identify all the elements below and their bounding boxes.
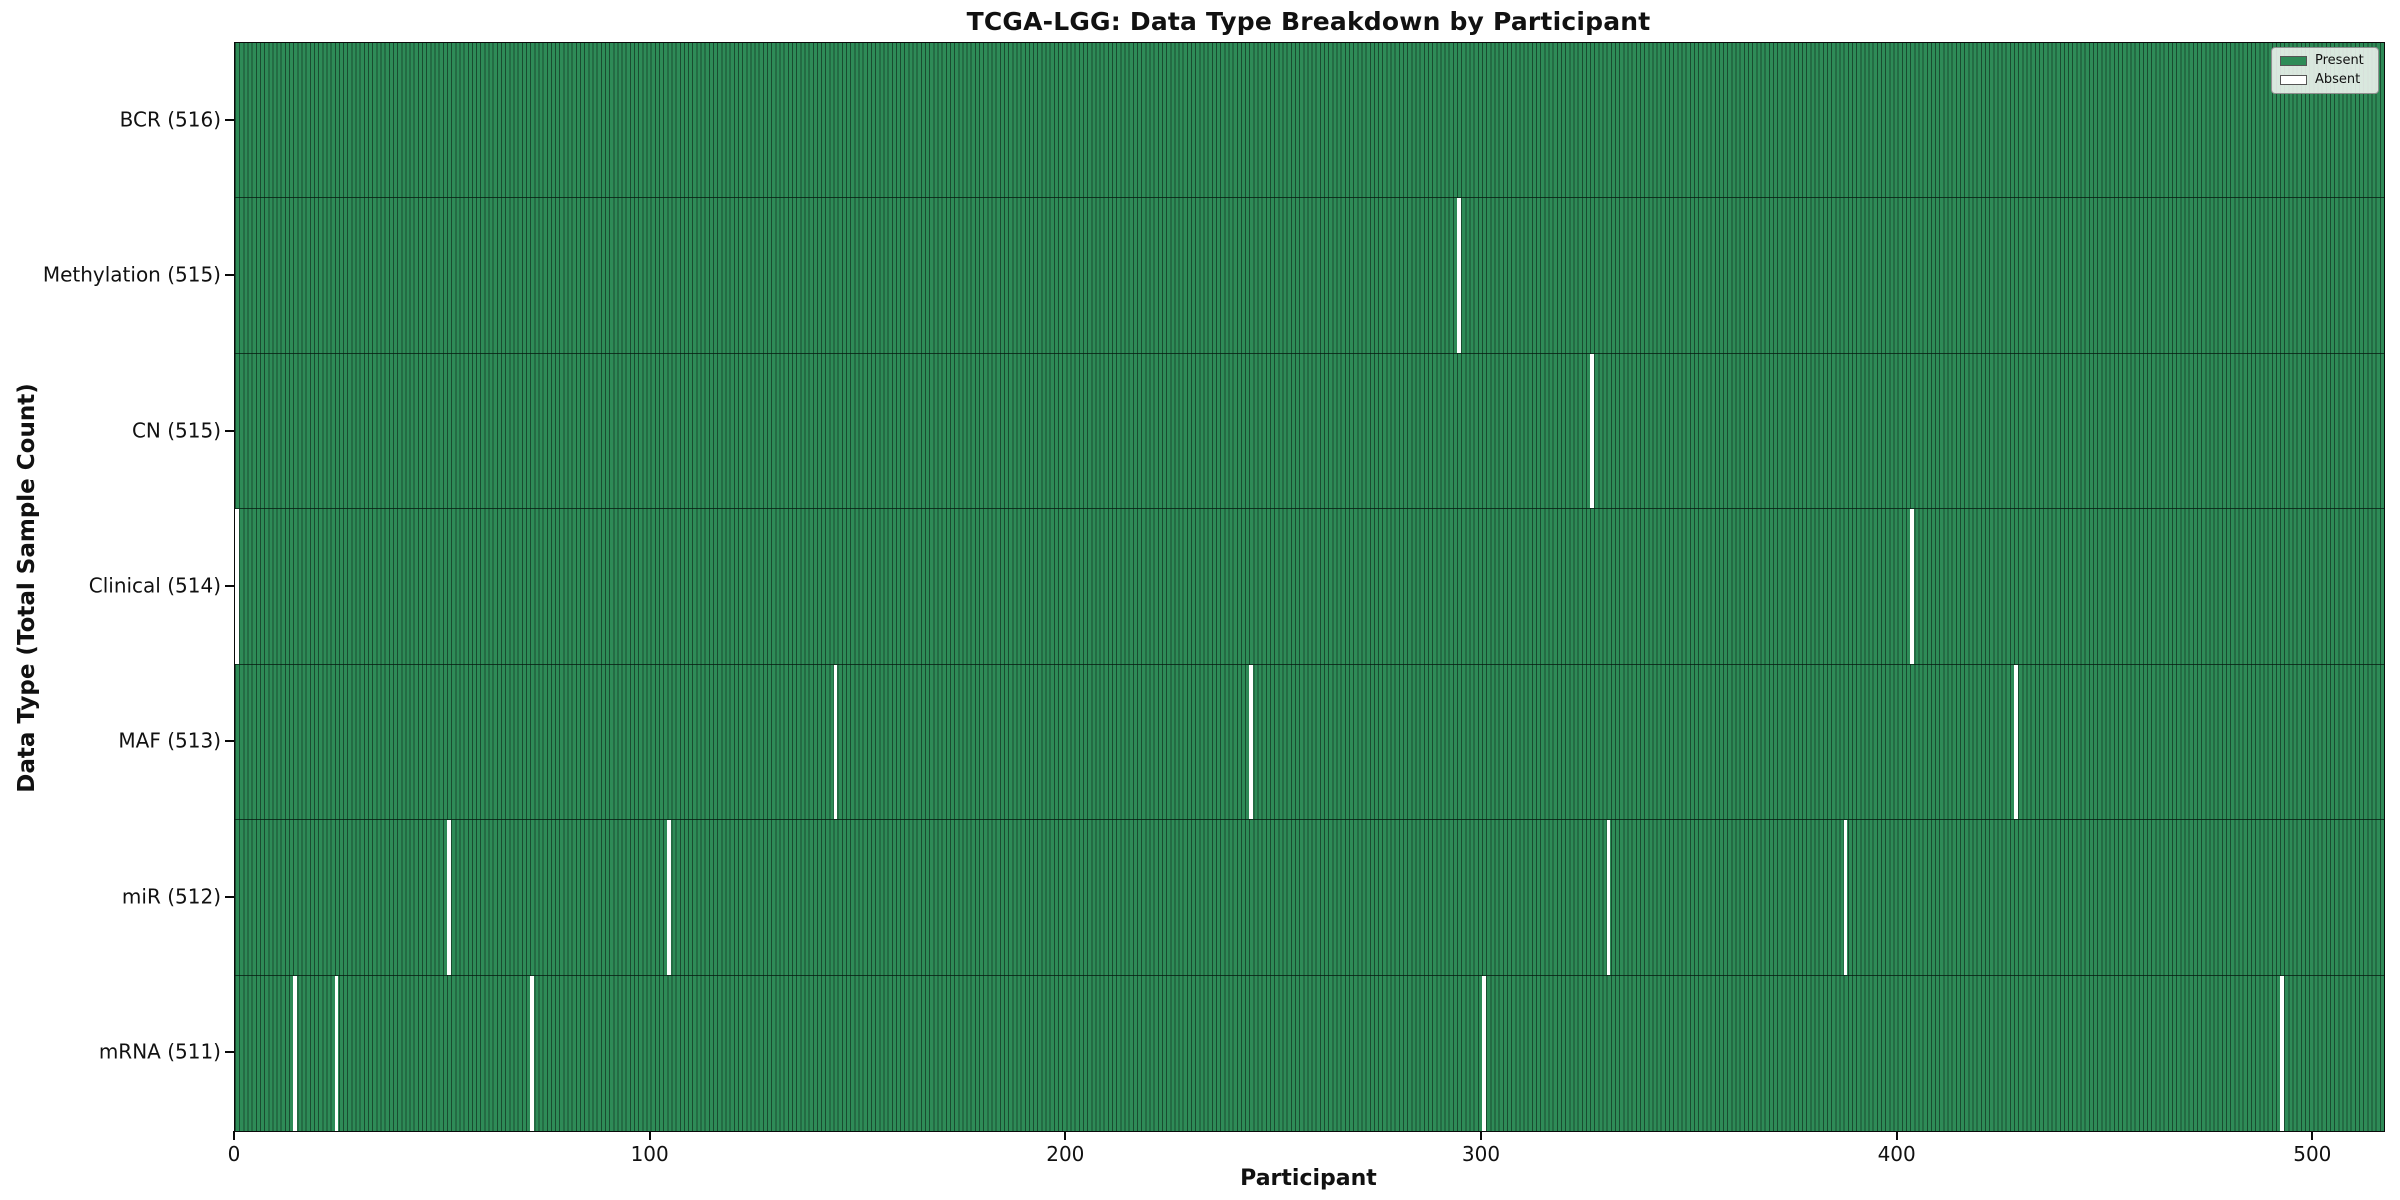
y-tick-label-maf: MAF (513) [118, 728, 221, 753]
x-tick-mark-300 [1480, 1131, 1482, 1140]
y-tick-mark-bcr [225, 118, 234, 121]
absent-gap-mir-104 [667, 820, 671, 975]
absent-gap-mir-330 [1606, 820, 1611, 975]
row-bcr [235, 43, 2384, 199]
row-mrna [235, 975, 2384, 1131]
legend-entry-present: Present [2280, 54, 2370, 68]
x-tick-mark-400 [1895, 1131, 1898, 1140]
y-tick-label-mir: miR (512) [121, 884, 221, 909]
plot-area [234, 42, 2385, 1132]
y-tick-mark-methylation [225, 274, 234, 277]
absent-gap-clinical-403 [1910, 509, 1914, 664]
x-tick-label-0: 0 [227, 1142, 241, 1166]
absent-gap-mrna-14 [293, 975, 297, 1131]
y-tick-mark-mir [225, 895, 234, 898]
absent-gap-maf-428 [2014, 664, 2018, 820]
y-tick-mark-clinical [225, 585, 234, 587]
x-tick-mark-500 [2311, 1131, 2314, 1140]
y-tick-mark-cn [225, 429, 234, 432]
legend-entry-absent: Absent [2280, 73, 2370, 87]
absent-gap-clinical-0 [235, 509, 239, 664]
y-tick-label-clinical: Clinical (514) [88, 573, 221, 598]
row-clinical [235, 509, 2384, 665]
legend-present-swatch [2280, 56, 2307, 66]
x-tick-mark-100 [648, 1131, 651, 1140]
absent-gap-mrna-71 [530, 975, 534, 1131]
x-tick-label-200: 200 [1046, 1142, 1085, 1166]
y-tick-mark-mrna [225, 1051, 234, 1054]
absent-gap-cn-326 [1590, 353, 1594, 509]
absent-gap-maf-144 [833, 664, 838, 820]
legend-absent-swatch [2280, 75, 2307, 85]
absent-gap-mrna-24 [334, 975, 339, 1131]
row-cn [235, 353, 2384, 510]
x-tick-mark-200 [1064, 1131, 1067, 1140]
absent-gap-mrna-492 [2280, 975, 2284, 1131]
legend: Present Absent [2271, 47, 2379, 94]
absent-gap-mir-387 [1843, 820, 1848, 975]
legend-present-label: Present [2315, 53, 2364, 68]
absent-gap-mir-51 [446, 820, 451, 975]
x-axis-label: Participant [1240, 1166, 1377, 1191]
x-tick-label-500: 500 [2293, 1142, 2332, 1166]
y-tick-label-methylation: Methylation (515) [42, 262, 221, 287]
row-mir [235, 820, 2384, 976]
absent-gap-methylation-294 [1457, 198, 1461, 353]
absent-gap-maf-244 [1249, 664, 1253, 820]
row-maf [235, 664, 2384, 821]
row-methylation [235, 198, 2384, 354]
absent-gap-mrna-300 [1482, 975, 1486, 1131]
y-tick-label-bcr: BCR (516) [119, 107, 221, 132]
y-tick-mark-maf [225, 740, 234, 743]
x-tick-mark-0 [233, 1131, 235, 1140]
x-tick-label-300: 300 [1461, 1142, 1501, 1166]
x-tick-label-100: 100 [630, 1142, 669, 1166]
legend-absent-label: Absent [2315, 72, 2361, 87]
chart-title: TCGA-LGG: Data Type Breakdown by Partici… [966, 7, 1651, 36]
y-tick-label-cn: CN (515) [131, 418, 221, 443]
x-tick-label-400: 400 [1877, 1142, 1916, 1166]
y-tick-label-mrna: mRNA (511) [98, 1039, 221, 1064]
